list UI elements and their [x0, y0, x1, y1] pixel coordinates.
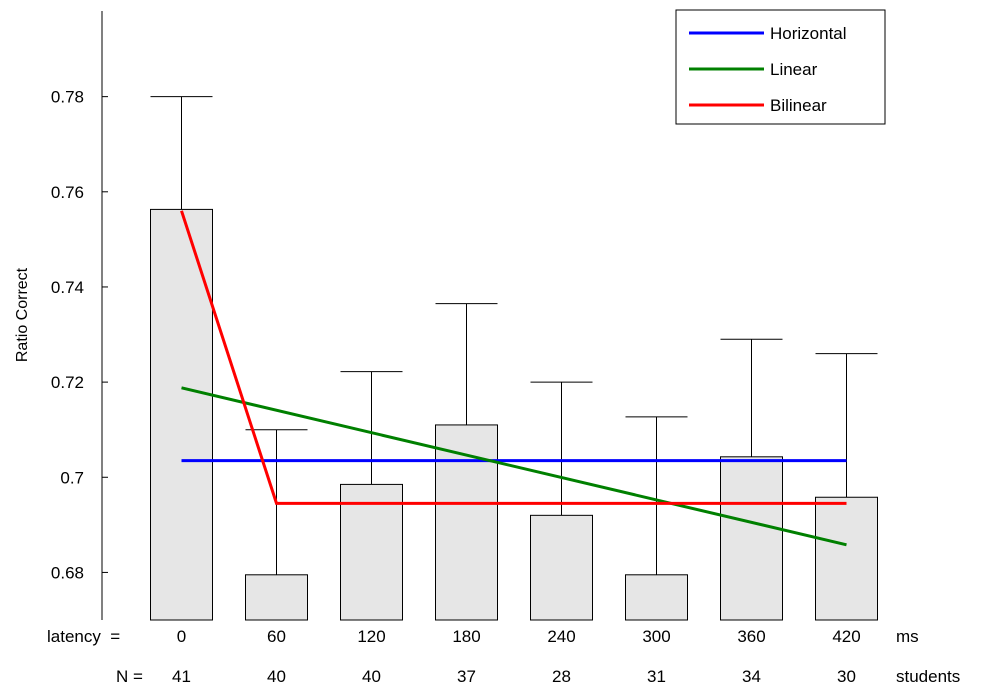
n-row-label: N =	[116, 667, 143, 686]
legend-label: Linear	[770, 60, 818, 79]
bar	[340, 483, 403, 621]
bar	[720, 456, 783, 621]
series-line-linear	[181, 386, 847, 547]
fit-lines	[180, 210, 847, 547]
y-tick-label: 0.68	[51, 563, 84, 582]
bar	[815, 496, 878, 621]
error-bars	[150, 96, 878, 575]
legend-label: Bilinear	[770, 96, 827, 115]
legend-label: Horizontal	[770, 24, 847, 43]
bar	[435, 424, 498, 621]
y-axis-label: Ratio Correct	[14, 267, 31, 362]
x-tick-label: 0	[177, 627, 186, 646]
y-tick-label: 0.72	[51, 373, 84, 392]
n-value-label: 34	[742, 667, 761, 686]
x-tick-label: 420	[832, 627, 860, 646]
x-tick-label: 300	[642, 627, 670, 646]
n-unit: students	[896, 667, 960, 686]
x-tick-label: 180	[452, 627, 480, 646]
bars	[150, 208, 878, 621]
x-tick-label: 360	[737, 627, 765, 646]
y-ticks: 0.68 0.7 0.72 0.74 0.76 0.78	[51, 88, 108, 582]
y-tick-label: 0.74	[51, 278, 84, 297]
axes: 0.68 0.7 0.72 0.74 0.76 0.78	[51, 11, 108, 620]
x-tick-label: 120	[357, 627, 385, 646]
n-value-label: 40	[267, 667, 286, 686]
n-value-label: 40	[362, 667, 381, 686]
x-axis-labels: latency = ms N = students 0 60 120 180 240 30…	[47, 627, 960, 686]
n-value-label: 30	[837, 667, 856, 686]
n-value-label: 37	[457, 667, 476, 686]
n-value-label: 41	[172, 667, 191, 686]
legend: Horizontal Linear Bilinear	[675, 9, 886, 125]
bar	[530, 514, 593, 621]
bar	[150, 208, 213, 621]
y-tick-label: 0.76	[51, 183, 84, 202]
n-value-label: 31	[647, 667, 666, 686]
latency-row-label: latency =	[47, 627, 120, 646]
latency-unit: ms	[896, 627, 919, 646]
x-tick-label: 60	[267, 627, 286, 646]
series-line-bilinear	[180, 210, 847, 505]
y-tick-label: 0.7	[60, 468, 84, 487]
bar	[245, 574, 308, 621]
bar	[625, 574, 688, 621]
x-tick-label: 240	[547, 627, 575, 646]
n-value-label: 28	[552, 667, 571, 686]
y-tick-label: 0.78	[51, 88, 84, 107]
